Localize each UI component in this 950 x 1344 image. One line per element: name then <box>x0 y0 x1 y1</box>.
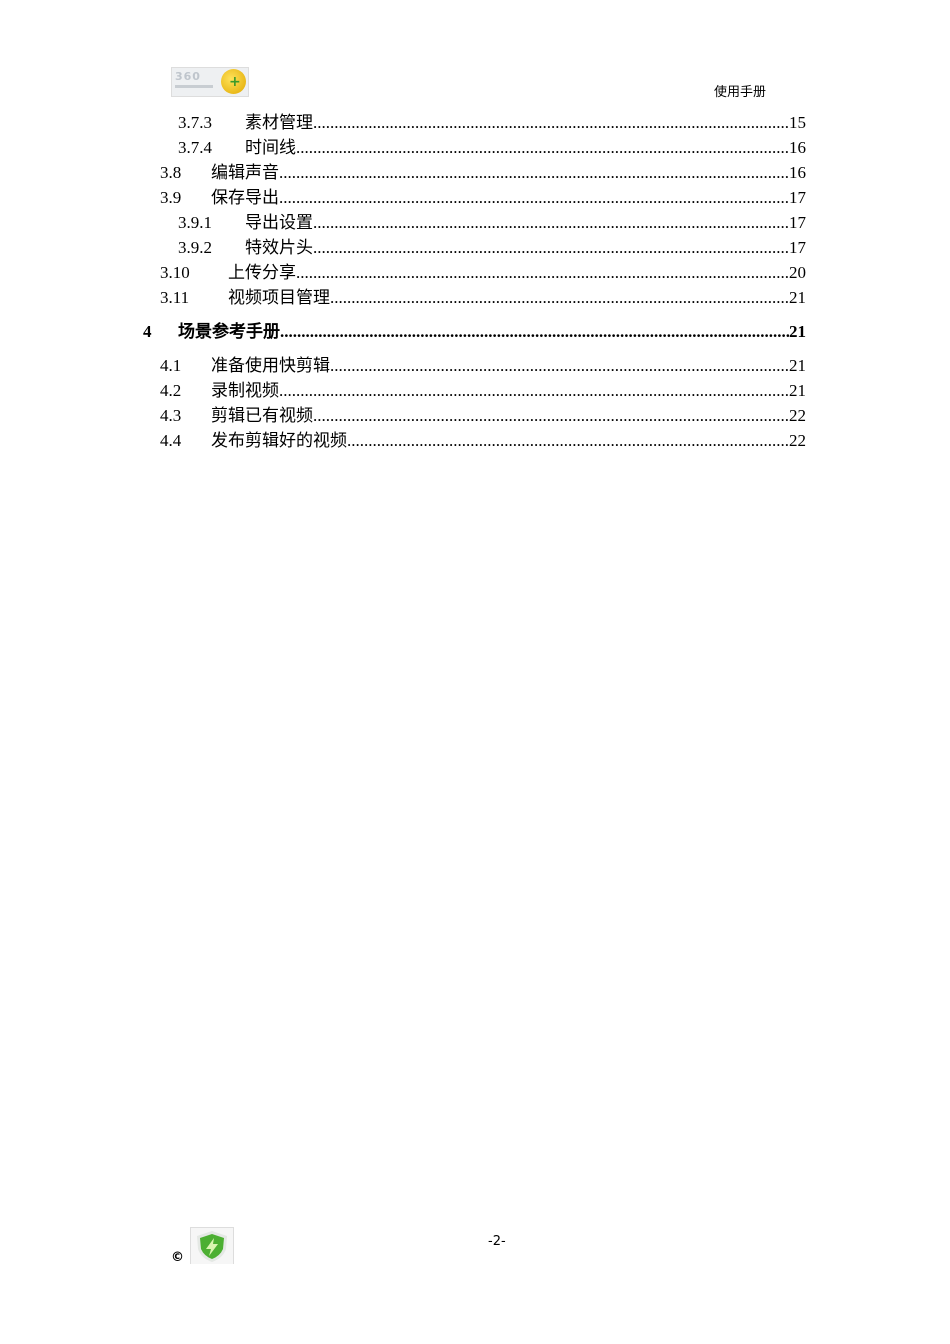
toc-entry[interactable]: 4.4 发布剪辑好的视频 22 <box>0 430 806 452</box>
page-number: -2- <box>488 1234 506 1249</box>
dot-leader <box>280 321 789 343</box>
toc-title-line: 素材管理 15 <box>245 112 806 134</box>
toc-title: 场景参考手册 <box>178 322 280 341</box>
toc-number: 3.7.3 <box>178 113 212 132</box>
toc-number: 3.9.2 <box>178 238 212 257</box>
toc-number: 4.1 <box>160 356 182 375</box>
toc-entry[interactable]: 3.7.3 素材管理 15 <box>0 112 806 134</box>
toc-title-line: 场景参考手册 21 <box>178 321 806 343</box>
toc-entry[interactable]: 3.7.4 时间线 16 <box>0 137 806 159</box>
toc-number: 3.11 <box>160 288 190 307</box>
toc-entry[interactable]: 4.3 剪辑已有视频 22 <box>0 405 806 427</box>
toc-page: 17 <box>789 188 806 207</box>
toc-entry[interactable]: 4.2 录制视频 21 <box>0 380 806 402</box>
toc-page: 21 <box>789 381 806 400</box>
toc-title-line: 特效片头 17 <box>245 237 806 259</box>
dot-leader <box>279 187 789 209</box>
toc-page: 15 <box>789 113 806 132</box>
dot-leader <box>279 162 789 184</box>
toc-title-line: 编辑声音 16 <box>211 162 806 184</box>
dot-leader <box>296 137 789 159</box>
logo-text: 360 <box>175 70 201 83</box>
toc-title: 素材管理 <box>245 113 313 132</box>
toc-title: 保存导出 <box>211 188 279 207</box>
header-title: 使用手册 <box>714 85 767 100</box>
dot-leader <box>330 287 789 309</box>
toc-title: 准备使用快剪辑 <box>211 356 330 375</box>
toc-page: 22 <box>789 406 806 425</box>
toc-title: 视频项目管理 <box>228 288 330 307</box>
toc-title: 特效片头 <box>245 238 313 257</box>
toc-title-line: 发布剪辑好的视频 22 <box>211 430 806 452</box>
toc-entry[interactable]: 4.1 准备使用快剪辑 21 <box>0 355 806 377</box>
toc-title-line: 保存导出 17 <box>211 187 806 209</box>
toc-page: 21 <box>789 356 806 375</box>
dot-leader <box>279 380 789 402</box>
dot-leader <box>313 212 789 234</box>
toc-title: 导出设置 <box>245 213 313 232</box>
toc-number: 4.3 <box>160 406 182 425</box>
dot-leader <box>313 405 789 427</box>
toc-number: 3.8 <box>160 163 182 182</box>
toc-number: 4.4 <box>160 431 182 450</box>
toc-title: 上传分享 <box>228 263 296 282</box>
toc-title-line: 剪辑已有视频 22 <box>211 405 806 427</box>
toc-title-line: 视频项目管理 21 <box>228 287 806 309</box>
toc-entry[interactable]: 3.10 上传分享 20 <box>0 262 806 284</box>
toc-entry[interactable]: 4 场景参考手册 21 <box>0 321 806 343</box>
dot-leader <box>313 112 789 134</box>
toc-number: 3.10 <box>160 263 190 282</box>
toc-entry[interactable]: 3.11 视频项目管理 21 <box>0 287 806 309</box>
toc-number: 3.9.1 <box>178 213 212 232</box>
360-logo: 360 + <box>171 67 249 97</box>
toc-page: 21 <box>789 288 806 307</box>
toc-page: 17 <box>789 238 806 257</box>
copyright-symbol: © <box>171 1250 184 1265</box>
toc-number: 4.2 <box>160 381 182 400</box>
toc-title: 编辑声音 <box>211 163 279 182</box>
toc-title: 录制视频 <box>211 381 279 400</box>
toc-title: 发布剪辑好的视频 <box>211 431 347 450</box>
toc-page: 22 <box>789 431 806 450</box>
toc-page: 20 <box>789 263 806 282</box>
toc-title-line: 录制视频 21 <box>211 380 806 402</box>
toc-title-line: 准备使用快剪辑 21 <box>211 355 806 377</box>
toc-entry[interactable]: 3.9.2 特效片头 17 <box>0 237 806 259</box>
shield-logo-icon <box>190 1227 234 1264</box>
toc-number: 3.7.4 <box>178 138 212 157</box>
toc-number: 4 <box>143 322 152 341</box>
toc-title-line: 导出设置 17 <box>245 212 806 234</box>
toc-page: 16 <box>789 163 806 182</box>
toc-page: 16 <box>789 138 806 157</box>
toc-number: 3.9 <box>160 188 182 207</box>
toc-page: 21 <box>789 322 806 341</box>
dot-leader <box>330 355 789 377</box>
dot-leader <box>347 430 789 452</box>
toc-entry[interactable]: 3.9.1 导出设置 17 <box>0 212 806 234</box>
toc-title-line: 上传分享 20 <box>228 262 806 284</box>
toc-entry[interactable]: 3.9 保存导出 17 <box>0 187 806 209</box>
toc-title: 剪辑已有视频 <box>211 406 313 425</box>
toc-page: 17 <box>789 213 806 232</box>
dot-leader <box>296 262 789 284</box>
toc-title-line: 时间线 16 <box>245 137 806 159</box>
toc-entry[interactable]: 3.8 编辑声音 16 <box>0 162 806 184</box>
toc-title: 时间线 <box>245 138 296 157</box>
dot-leader <box>313 237 789 259</box>
